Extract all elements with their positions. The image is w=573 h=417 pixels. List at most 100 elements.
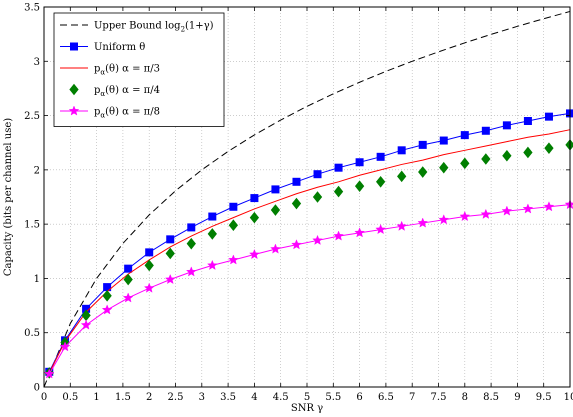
data-point xyxy=(312,191,323,203)
x-tick-label: 5 xyxy=(304,392,310,403)
data-point xyxy=(292,177,301,186)
data-point xyxy=(270,243,281,254)
data-point xyxy=(544,142,554,154)
data-point xyxy=(418,166,428,178)
data-point xyxy=(186,237,196,250)
data-point xyxy=(375,224,386,235)
data-point xyxy=(522,203,534,214)
data-point xyxy=(228,219,239,232)
x-tick-label: 7 xyxy=(409,392,415,403)
series-layer xyxy=(43,10,573,388)
data-point xyxy=(229,202,238,211)
data-point xyxy=(334,163,343,172)
data-point xyxy=(186,266,197,277)
x-tick-label: 2.5 xyxy=(168,392,184,403)
legend: Upper Bound log2(1+γ) Uniform θ pα(θ) α = … xyxy=(53,12,225,127)
data-point xyxy=(376,152,385,161)
data-point xyxy=(165,247,175,260)
data-point xyxy=(523,117,532,125)
data-point xyxy=(143,282,155,293)
x-tick-label: 10 xyxy=(564,392,573,403)
data-point xyxy=(249,249,260,260)
data-point xyxy=(102,289,112,302)
data-point xyxy=(396,220,407,231)
data-point xyxy=(460,131,469,140)
y-tick-label: 0.5 xyxy=(24,328,40,339)
legend-entry: pα(θ) α = π/3 xyxy=(60,64,160,77)
data-point xyxy=(502,149,512,162)
data-point xyxy=(207,228,217,240)
data-point xyxy=(333,230,344,241)
data-point xyxy=(101,304,113,315)
data-point xyxy=(313,170,322,179)
data-point xyxy=(144,259,154,272)
x-tick-label: 8.5 xyxy=(483,392,499,403)
legend-marker xyxy=(69,83,79,96)
data-point xyxy=(375,175,386,188)
x-tick-label: 9.5 xyxy=(536,392,552,403)
data-point xyxy=(481,126,490,135)
x-tick-label: 9 xyxy=(514,392,520,403)
x-tick-label: 2 xyxy=(146,392,152,403)
data-point xyxy=(459,211,471,222)
series-line xyxy=(48,129,571,374)
x-axis-label: SNR γ xyxy=(291,403,323,414)
data-point xyxy=(333,185,344,198)
data-point xyxy=(208,212,217,221)
y-tick-label: 3.5 xyxy=(24,3,40,14)
x-tick-label: 4 xyxy=(251,392,257,403)
legend-marker xyxy=(70,42,78,51)
y-tick-label: 1.5 xyxy=(24,220,40,231)
legend-box xyxy=(53,12,225,127)
x-tick-label: 0 xyxy=(41,392,47,403)
data-point xyxy=(228,254,239,265)
data-point xyxy=(270,204,281,216)
data-point xyxy=(145,248,154,257)
data-point xyxy=(124,264,133,273)
data-point xyxy=(122,292,134,303)
data-point xyxy=(59,341,71,352)
series-4 xyxy=(43,199,573,379)
data-point xyxy=(417,217,428,228)
data-point xyxy=(164,273,176,284)
x-tick-label: 1.5 xyxy=(115,392,131,403)
data-point xyxy=(354,227,365,238)
data-point xyxy=(291,239,302,250)
data-point xyxy=(501,205,513,216)
data-point xyxy=(80,319,92,330)
x-tick-label: 4.5 xyxy=(273,392,289,403)
data-point xyxy=(187,223,196,232)
series-line xyxy=(43,10,571,388)
x-tick-label: 3 xyxy=(199,392,205,403)
data-point xyxy=(249,211,260,224)
y-tick-label: 1 xyxy=(34,274,40,285)
data-point xyxy=(123,273,133,286)
legend-label: pα(θ) α = π/4 xyxy=(94,85,160,98)
data-point xyxy=(481,153,491,165)
legend-marker xyxy=(68,105,80,116)
data-point xyxy=(397,170,407,183)
data-point xyxy=(502,121,511,130)
data-point xyxy=(291,197,302,210)
ticks: 0 0.5 1 1.5 2 2.5 3 3.5 4 4.5 5 5.5 6 6.5 7 7.5 8 8.5 9 9.5… xyxy=(24,3,573,404)
x-tick-label: 7.5 xyxy=(431,392,447,403)
data-point xyxy=(544,112,553,121)
legend-entry: pα(θ) α = π/8 xyxy=(60,105,160,120)
x-tick-label: 0.5 xyxy=(62,392,78,403)
legend-label: Uniform θ xyxy=(94,42,145,53)
y-tick-label: 3 xyxy=(34,57,40,68)
y-tick-label: 0 xyxy=(34,383,40,394)
x-tick-label: 5.5 xyxy=(325,392,341,403)
legend-entry: Upper Bound log2(1+γ) xyxy=(60,21,214,34)
legend-label: Upper Bound log2(1+γ) xyxy=(94,21,214,34)
x-tick-label: 8 xyxy=(462,392,468,403)
data-point xyxy=(439,161,449,174)
data-point xyxy=(397,146,406,155)
data-point xyxy=(312,234,323,245)
data-point xyxy=(480,208,492,219)
x-tick-label: 1 xyxy=(93,392,99,403)
series-2 xyxy=(48,129,571,374)
data-point xyxy=(354,180,365,192)
data-point xyxy=(523,146,533,159)
